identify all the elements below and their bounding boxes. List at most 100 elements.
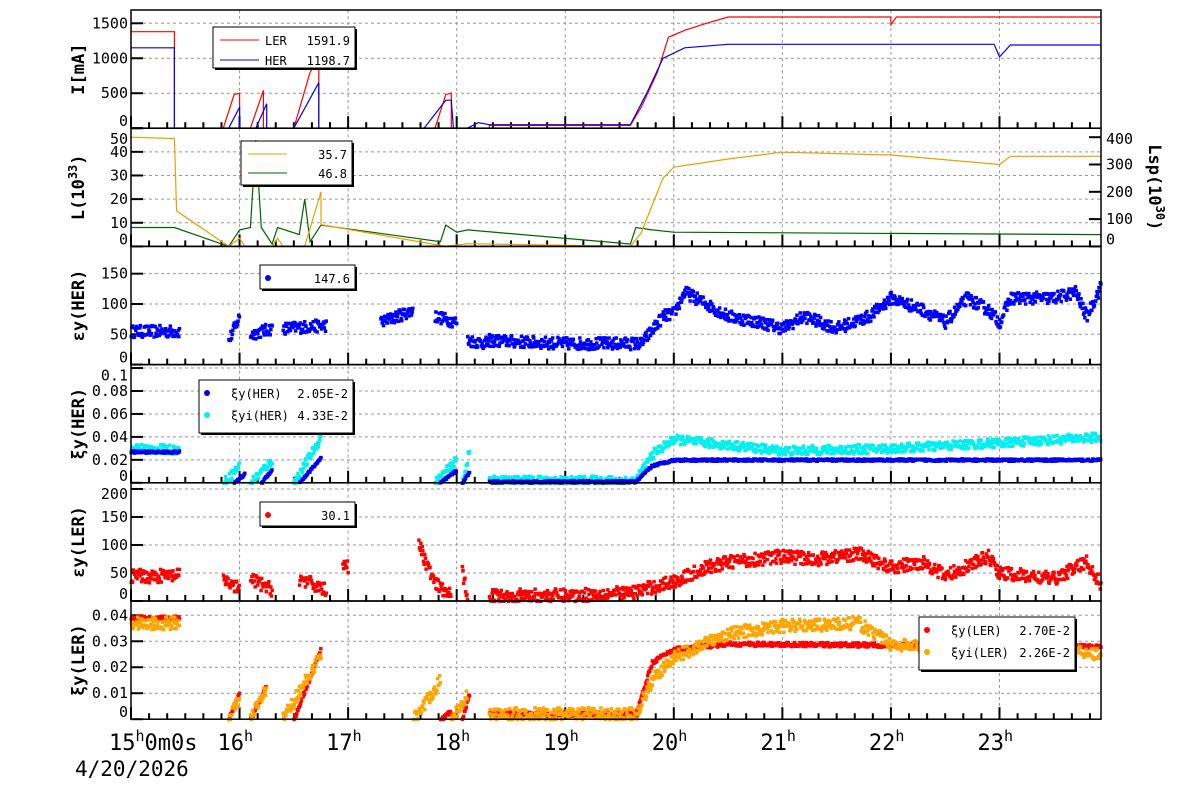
data-point (750, 445, 754, 450)
data-point (599, 475, 603, 480)
data-point (1089, 434, 1093, 439)
data-point (454, 469, 459, 474)
data-point (926, 565, 931, 569)
data-point (233, 589, 238, 593)
data-point (769, 322, 774, 327)
data-point (933, 448, 937, 453)
data-point (156, 574, 161, 578)
data-point (944, 314, 948, 318)
data-point (775, 444, 779, 449)
data-point (263, 322, 268, 327)
data-point (851, 452, 856, 456)
data-point (896, 302, 901, 306)
data-point (895, 299, 900, 304)
data-point (839, 444, 843, 449)
data-point (957, 567, 961, 571)
data-point (652, 579, 656, 584)
data-point (874, 302, 879, 307)
data-point (158, 443, 163, 447)
data-point (298, 321, 302, 325)
data-point (877, 308, 881, 313)
data-point (793, 318, 798, 322)
data-point (928, 318, 933, 322)
data-point (799, 446, 803, 451)
data-point (493, 591, 498, 595)
data-point (846, 316, 851, 321)
data-point (703, 300, 707, 305)
data-point (806, 558, 810, 562)
data-point (793, 445, 797, 450)
data-point (855, 552, 860, 556)
data-point (256, 583, 260, 587)
legend-box (212, 26, 356, 69)
data-point (174, 575, 178, 580)
data-point (152, 445, 156, 450)
y-tick-label: 50 (110, 564, 128, 582)
data-point (864, 551, 868, 556)
data-point (314, 443, 318, 447)
data-point (834, 331, 839, 335)
data-point (1070, 439, 1075, 444)
data-point (994, 321, 999, 326)
data-point (390, 315, 394, 320)
data-point (678, 436, 682, 440)
data-point (233, 325, 237, 330)
data-point (488, 344, 492, 349)
data-point (714, 569, 719, 573)
legend: 35.746.8 (240, 140, 354, 187)
data-point (657, 589, 662, 593)
data-point (979, 438, 983, 443)
data-point (708, 560, 712, 564)
data-point (912, 562, 917, 567)
data-point (169, 571, 173, 575)
data-point (900, 562, 905, 566)
data-point (844, 551, 849, 556)
data-point (1005, 308, 1009, 312)
data-point (1014, 437, 1019, 441)
data-point (317, 438, 322, 442)
data-point (163, 575, 167, 580)
data-point (795, 313, 799, 318)
data-point (753, 551, 757, 556)
data-point (1057, 440, 1061, 444)
data-point (851, 444, 855, 448)
data-point (971, 300, 975, 305)
data-point (513, 340, 518, 345)
data-point (700, 573, 704, 577)
data-point (720, 439, 725, 444)
data-point (525, 590, 530, 594)
data-point (803, 448, 808, 452)
series-eps_y-LER (129, 538, 1103, 603)
data-point (873, 448, 877, 452)
data-point (817, 557, 822, 561)
data-point (885, 451, 890, 455)
data-point (783, 549, 787, 554)
data-point (842, 322, 846, 326)
data-point (261, 327, 265, 331)
data-point (619, 338, 623, 342)
data-point (176, 328, 180, 333)
data-point (541, 595, 545, 599)
data-point (699, 436, 704, 440)
y-tick-label: 200 (101, 485, 128, 503)
data-point (1027, 291, 1031, 296)
right-y-axis-label: Lsp(1030) (1144, 144, 1167, 230)
data-point (890, 293, 895, 298)
data-point (900, 296, 905, 301)
data-point (1003, 305, 1007, 309)
data-point (810, 318, 814, 323)
data-point (757, 320, 762, 324)
data-point (581, 343, 585, 348)
data-point (1068, 437, 1073, 442)
data-point (731, 447, 736, 452)
data-point (550, 344, 554, 349)
data-point (394, 318, 399, 323)
data-point (579, 597, 583, 602)
data-point (620, 598, 624, 602)
data-point (940, 576, 945, 581)
data-point (605, 340, 609, 344)
data-point (632, 346, 637, 351)
data-point (167, 327, 172, 332)
data-point (1012, 292, 1017, 296)
